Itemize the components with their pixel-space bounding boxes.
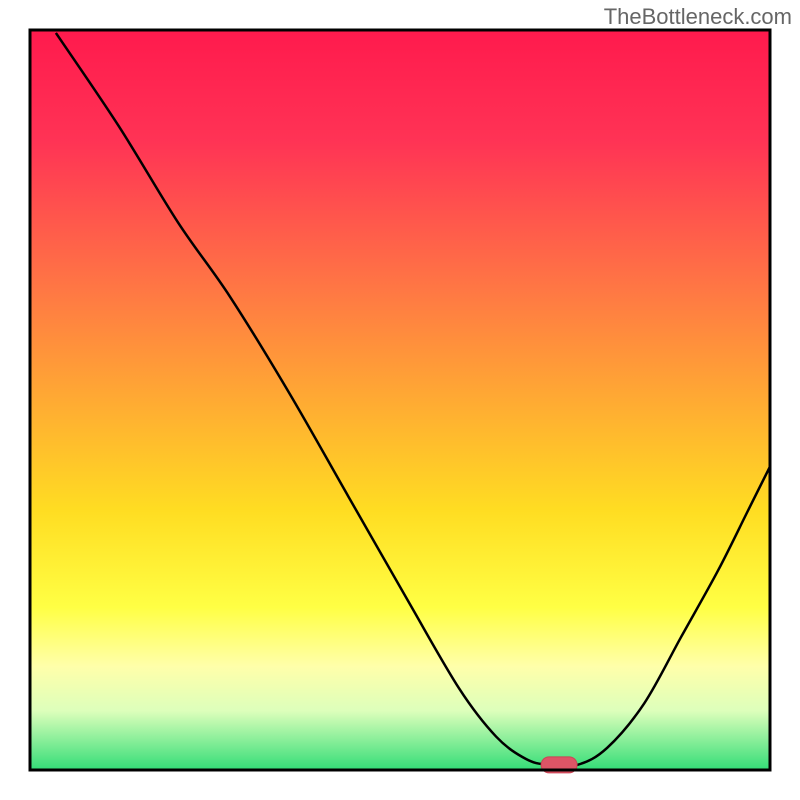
watermark-text: TheBottleneck.com (604, 4, 792, 30)
plot-background (30, 30, 770, 770)
chart-container: TheBottleneck.com (0, 0, 800, 800)
chart-svg (0, 0, 800, 800)
